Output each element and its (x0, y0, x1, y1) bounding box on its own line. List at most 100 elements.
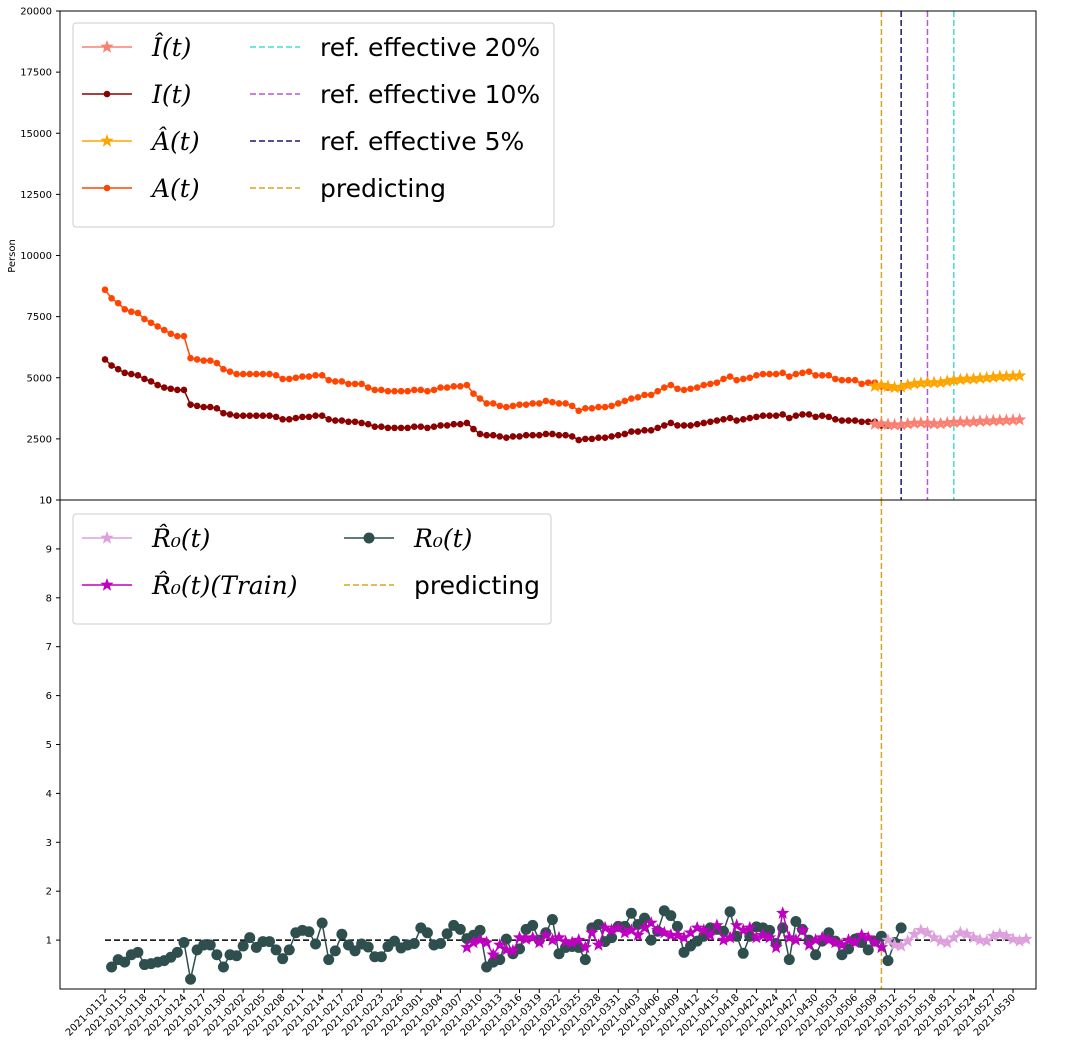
data-point-R0_train (480, 935, 494, 949)
series-I_hat (868, 412, 1027, 431)
data-point-R0_train (855, 928, 869, 941)
legend-entry-ref20: ref. effective 20% (250, 33, 540, 62)
data-point-I (483, 431, 490, 439)
data-point-A (108, 294, 115, 302)
data-point-A (331, 378, 339, 385)
data-point-I_hat (907, 416, 921, 429)
data-point-I (160, 384, 168, 391)
data-point-R0_hat (887, 938, 902, 951)
series-A_hat (868, 368, 1027, 394)
data-point-A_hat (973, 371, 987, 384)
data-point-I (259, 412, 267, 419)
data-point-R0_hat (973, 933, 987, 946)
data-point-A (674, 385, 681, 393)
data-point-I_hat (868, 417, 882, 430)
data-point-A (272, 372, 280, 379)
data-point-A_hat (940, 374, 954, 388)
data-point-R0_train (743, 920, 757, 934)
data-point-R0 (263, 936, 275, 948)
data-point-R0 (310, 938, 322, 950)
data-point-R0 (283, 944, 295, 956)
data-point-I (792, 412, 800, 419)
data-point-R0_train (749, 930, 763, 944)
data-point-R0 (408, 938, 420, 950)
data-point-R0 (323, 954, 335, 966)
data-point-R0_train (637, 920, 652, 934)
data-point-R0_train (874, 940, 889, 954)
data-point-A (845, 376, 852, 384)
data-point-A (772, 370, 780, 378)
data-point-I (187, 401, 194, 408)
data-point-I (805, 411, 813, 418)
data-point-I (410, 423, 418, 430)
legend-entry-R0_train: R̂₀(t)(Train) (82, 571, 298, 600)
y-tick-label: 7 (46, 642, 52, 653)
data-point-I_hat (1012, 412, 1027, 426)
y-tick-label: 5000 (27, 373, 52, 384)
data-point-I (463, 419, 471, 427)
data-point-A (634, 394, 642, 401)
data-point-I (608, 433, 615, 440)
data-point-I (457, 420, 464, 428)
data-point-R0_hat (980, 934, 994, 947)
data-point-I (759, 412, 767, 419)
y-tick-label: 3 (46, 838, 52, 849)
data-point-R0_train (716, 933, 731, 946)
data-point-R0 (843, 943, 855, 955)
data-point-I_hat (966, 414, 981, 428)
data-point-R0_train (591, 938, 606, 951)
person-count-panel: 0 2500 5000 7500 10000 12500 15000 17500 20000 P… (7, 7, 1037, 507)
data-point-A (601, 403, 609, 411)
data-point-R0_train (585, 925, 599, 939)
data-point-R0_train (861, 930, 875, 944)
data-point-R0_train (703, 928, 717, 941)
data-point-A (792, 370, 800, 378)
data-point-R0_train (486, 947, 500, 961)
data-point-A (253, 370, 260, 378)
data-point-R0 (211, 949, 223, 961)
data-point-I_hat (940, 416, 954, 429)
y-tick-label: 5 (46, 740, 52, 751)
data-point-R0_train (822, 933, 836, 946)
y-tick-label: 0 (46, 496, 52, 507)
legend-entry-A_hat: Â(t) (82, 127, 200, 156)
data-point-A (562, 400, 569, 407)
data-point-I (641, 427, 648, 434)
data-point-A (206, 357, 214, 364)
data-point-I (647, 427, 655, 434)
data-point-I (384, 424, 392, 432)
data-point-I (371, 423, 379, 430)
data-point-A (647, 391, 655, 399)
data-point-A (818, 372, 826, 379)
data-point-R0 (329, 945, 341, 957)
data-point-R0 (185, 973, 197, 985)
data-point-A (417, 386, 425, 394)
data-point-A (680, 386, 688, 394)
data-point-I (568, 433, 576, 440)
data-point-R0_train (809, 933, 823, 946)
data-point-I (555, 431, 563, 439)
data-point-A (654, 387, 661, 395)
data-point-A (509, 402, 517, 410)
data-point-I (180, 386, 188, 394)
data-point-R0_train (789, 933, 803, 946)
data-point-A (483, 400, 490, 407)
data-point-I_hat (960, 415, 974, 428)
data-point-R0_hat (881, 933, 895, 946)
data-point-R0 (204, 939, 216, 951)
data-point-A (503, 403, 510, 411)
data-point-I (845, 417, 852, 424)
data-point-I (858, 418, 865, 426)
data-point-R0_hat (901, 934, 915, 947)
legend-label-R0_train: R̂₀(t)(Train) (151, 571, 298, 600)
series-R0_train (460, 906, 889, 961)
data-point-A (805, 368, 813, 375)
data-point-I (628, 428, 635, 435)
data-point-R0 (336, 928, 348, 940)
data-point-I (272, 413, 280, 421)
legend-label-ref20: ref. effective 20% (320, 33, 540, 62)
data-point-R0_hat (986, 929, 1000, 942)
data-point-A (476, 395, 484, 402)
data-point-R0_hat (999, 929, 1014, 942)
data-point-A (128, 308, 135, 316)
